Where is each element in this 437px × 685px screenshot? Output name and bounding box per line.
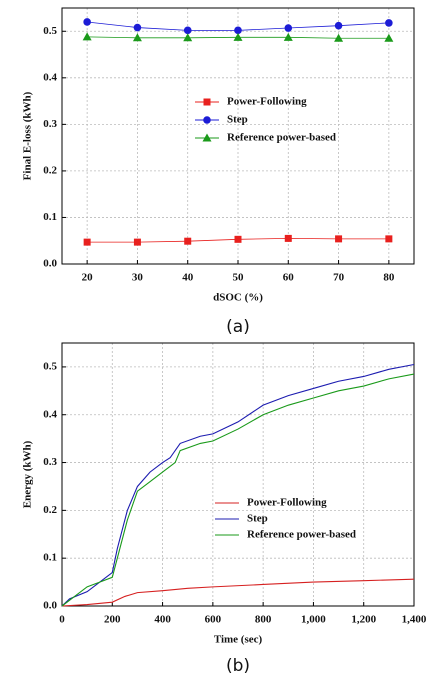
series-line [61, 578, 415, 607]
x-tick-label: 50 [233, 272, 245, 284]
x-tick-label: 1,200 [351, 614, 376, 626]
y-tick-label: 0.1 [43, 211, 57, 223]
legend-marker [203, 116, 211, 124]
legend-label: Reference power-based [227, 132, 336, 144]
legend-label: Power-Following [227, 96, 307, 108]
plot-frame [61, 7, 415, 265]
x-tick-label: 70 [333, 272, 345, 284]
data-point [234, 26, 242, 35]
y-axis-title: Final E-loss (kWh) [22, 91, 34, 180]
series-line [61, 363, 415, 607]
x-tick-label: 1,400 [402, 614, 427, 626]
data-point [284, 234, 292, 242]
y-tick-label: 0.4 [43, 408, 57, 420]
y-tick-label: 0.2 [43, 504, 57, 516]
y-axis-title: Energy (kWh) [22, 440, 34, 508]
x-tick-label: 20 [82, 272, 94, 284]
plot-frame [61, 342, 415, 607]
data-point [385, 19, 393, 27]
legend-label: Power-Following [247, 497, 327, 509]
x-tick-label: 40 [182, 272, 194, 284]
data-point [385, 235, 393, 243]
x-tick-label: 80 [383, 272, 395, 284]
legend-marker [202, 133, 212, 142]
data-point [334, 21, 343, 30]
y-tick-label: 0.0 [43, 258, 57, 270]
data-point [183, 33, 193, 42]
y-tick-label: 0.5 [43, 360, 57, 372]
x-tick-label: 0 [59, 614, 65, 626]
data-point [234, 235, 242, 243]
caption: (b) [226, 656, 250, 676]
x-tick-label: 200 [104, 614, 121, 626]
series-line [61, 373, 415, 607]
data-point [83, 238, 91, 246]
legend-label: Step [227, 114, 248, 126]
y-tick-label: 0.2 [43, 164, 57, 176]
data-point [284, 24, 293, 32]
data-point [132, 33, 142, 42]
x-tick-label: 400 [154, 614, 171, 626]
y-tick-label: 0.3 [43, 118, 57, 130]
data-point [384, 33, 394, 42]
data-point [133, 238, 141, 246]
data-point [334, 33, 344, 42]
x-tick-label: 800 [255, 614, 272, 626]
x-tick-label: 1,000 [301, 614, 326, 626]
legend-label: Reference power-based [247, 529, 356, 541]
y-tick-label: 0.1 [43, 552, 57, 564]
data-point [82, 32, 92, 41]
x-axis-title: dSOC (%) [213, 292, 263, 304]
data-point [184, 237, 192, 245]
x-tick-label: 30 [132, 272, 144, 284]
x-axis-title: Time (sec) [214, 634, 263, 646]
data-point [183, 26, 192, 35]
y-tick-label: 0.4 [43, 71, 57, 83]
data-point [83, 18, 91, 26]
y-tick-label: 0.5 [43, 25, 57, 37]
caption: (a) [226, 317, 250, 337]
data-point [283, 32, 293, 41]
x-tick-label: 600 [205, 614, 222, 626]
x-tick-label: 60 [283, 272, 295, 284]
data-point [133, 23, 142, 32]
legend-label: Step [247, 513, 268, 525]
legend-marker [203, 98, 211, 106]
data-point [335, 235, 343, 243]
y-tick-label: 0.0 [43, 600, 57, 612]
y-tick-label: 0.3 [43, 456, 57, 468]
data-point [233, 32, 243, 41]
